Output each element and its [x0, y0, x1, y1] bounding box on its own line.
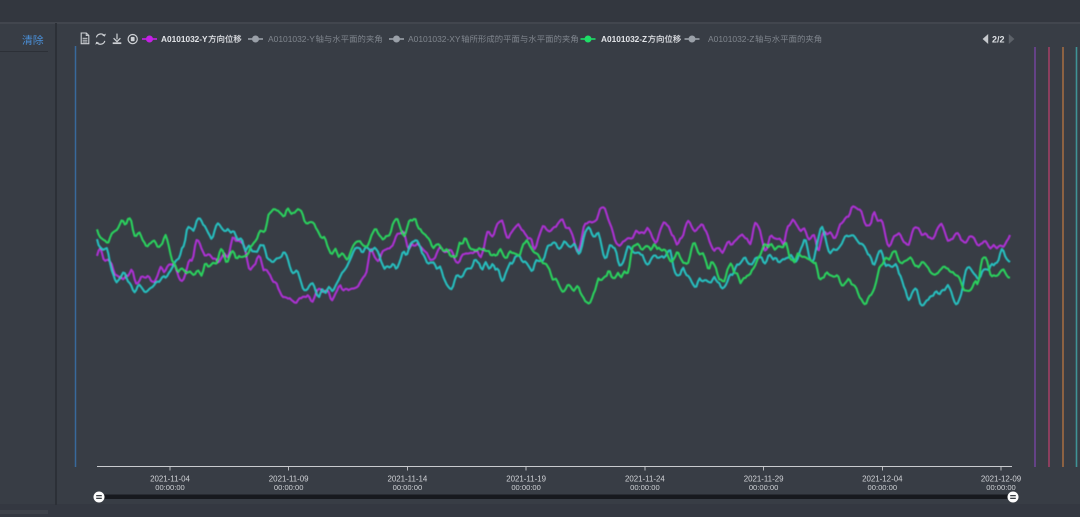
- svg-text:A0101032-XY: A0101032-XY: [408, 34, 461, 44]
- svg-text:00:00:00: 00:00:00: [511, 483, 541, 492]
- svg-text:2/2: 2/2: [992, 35, 1005, 45]
- svg-text:00:00:00: 00:00:00: [155, 483, 185, 492]
- svg-text:00:00:00: 00:00:00: [868, 483, 898, 492]
- svg-text:00:00:00: 00:00:00: [393, 483, 423, 492]
- svg-text:00:00:00: 00:00:00: [749, 483, 779, 492]
- svg-text:2021-11-04: 2021-11-04: [150, 475, 190, 484]
- svg-text:00:00:00: 00:00:00: [986, 483, 1016, 492]
- svg-text:00:00:00: 00:00:00: [630, 483, 660, 492]
- svg-text:2021-11-24: 2021-11-24: [625, 475, 665, 484]
- svg-text:2021-11-14: 2021-11-14: [388, 475, 428, 484]
- svg-text:A0101032-Y: A0101032-Y: [268, 34, 315, 44]
- svg-text:2021-11-19: 2021-11-19: [506, 475, 546, 484]
- svg-text:A0101032-Y: A0101032-Y: [161, 34, 208, 44]
- svg-text:00:00:00: 00:00:00: [274, 483, 304, 492]
- svg-text:2021-12-04: 2021-12-04: [862, 475, 903, 484]
- svg-text:2021-11-29: 2021-11-29: [744, 475, 784, 484]
- svg-text:A0101032-Z: A0101032-Z: [708, 34, 754, 44]
- svg-text:2021-12-09: 2021-12-09: [981, 475, 1022, 484]
- svg-text:A0101032-Z: A0101032-Z: [601, 34, 647, 44]
- svg-text:2021-11-09: 2021-11-09: [269, 475, 309, 484]
